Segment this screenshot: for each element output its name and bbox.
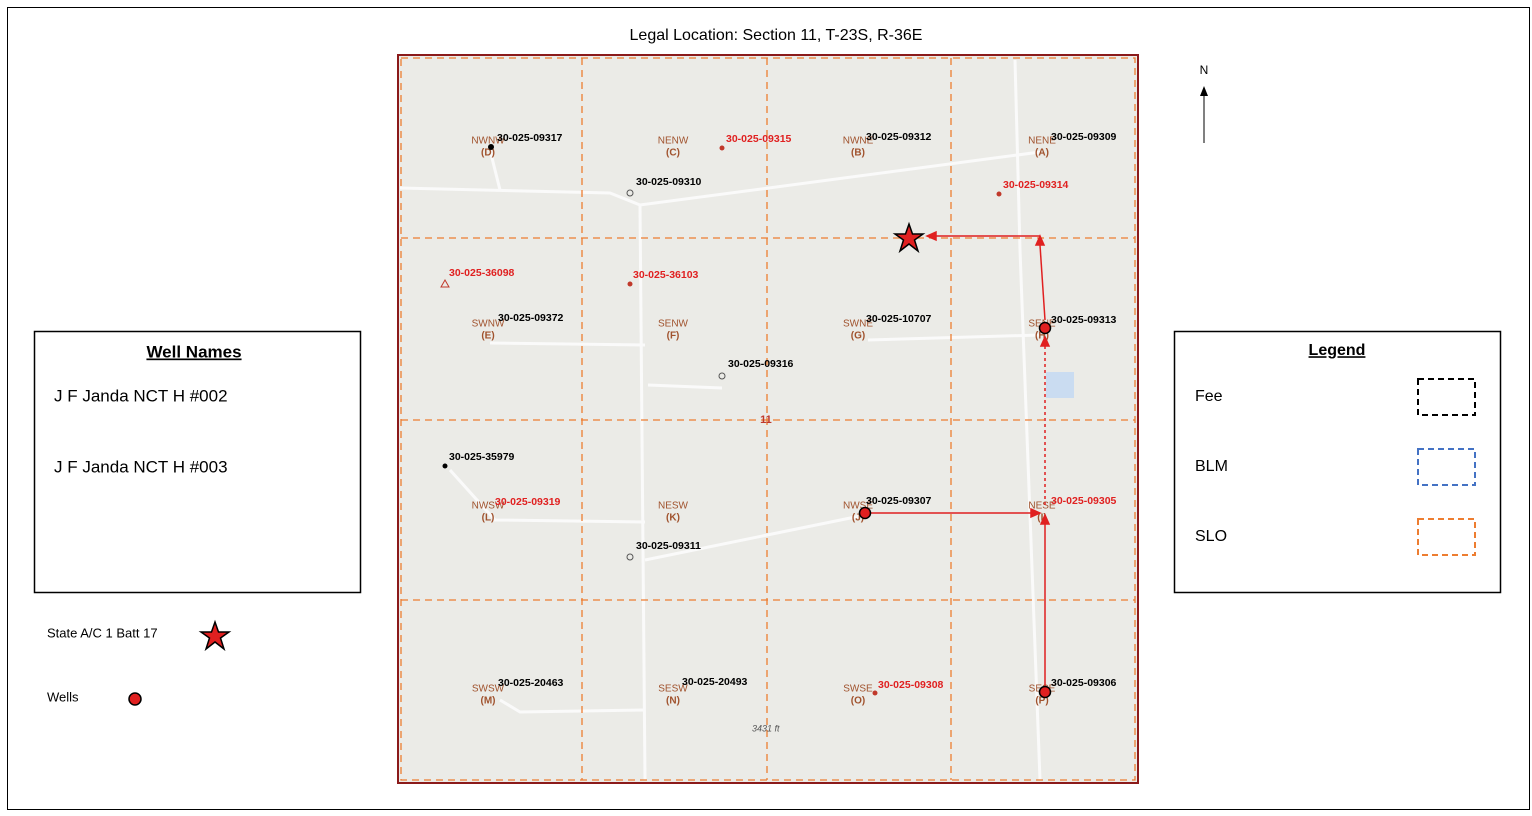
quarter-letter: (O) xyxy=(851,696,865,707)
section-label: 11 xyxy=(760,414,772,426)
well-api: 30-025-09316 xyxy=(728,358,794,370)
well-api: 30-025-09309 xyxy=(1051,131,1117,143)
legend-label: BLM xyxy=(1195,458,1228,475)
well-api: 30-025-09319 xyxy=(495,496,561,508)
well-api: 30-025-09311 xyxy=(636,540,701,552)
well-api: 30-025-20463 xyxy=(498,677,564,689)
quarter-letter: (M) xyxy=(481,696,496,707)
well-api: 30-025-09305 xyxy=(1051,495,1117,507)
well-api: 30-025-09307 xyxy=(866,495,932,507)
title: Legal Location: Section 11, T-23S, R-36E xyxy=(630,27,923,44)
well-api: 30-025-09315 xyxy=(726,133,792,145)
north-label: N xyxy=(1200,63,1209,77)
blm-tract xyxy=(1046,372,1074,398)
well-api: 30-025-09314 xyxy=(1003,179,1069,191)
well-api: 30-025-09372 xyxy=(498,312,564,324)
quarter-letter: (B) xyxy=(851,148,865,159)
quarter-code: SENW xyxy=(658,319,689,330)
wells-label: Wells xyxy=(47,689,79,704)
well-api: 30-025-36103 xyxy=(633,269,699,281)
page: Legal Location: Section 11, T-23S, R-36E… xyxy=(0,0,1532,811)
well-api: 30-025-09317 xyxy=(497,132,563,144)
map: 11 3431 ft NWNW(D)NENW(C)NWNE(B)NENE(A)S… xyxy=(398,55,1138,783)
well-api: 30-025-35979 xyxy=(449,451,515,463)
quarter-letter: (E) xyxy=(481,331,494,342)
quarter-letter: (K) xyxy=(666,513,680,524)
quarter-letter: (A) xyxy=(1035,148,1049,159)
quarter-letter: (C) xyxy=(666,148,680,159)
quarter-letter: (L) xyxy=(482,513,495,524)
quarter-code: NENW xyxy=(658,136,689,147)
legend-label: SLO xyxy=(1195,528,1227,545)
quarter-letter: (G) xyxy=(851,331,865,342)
well-api: 30-025-09310 xyxy=(636,176,702,188)
well-api: 30-025-09308 xyxy=(878,679,944,691)
well-api: 30-025-09312 xyxy=(866,131,932,143)
quarter-letter: (F) xyxy=(667,331,680,342)
legend-label: Fee xyxy=(1195,388,1223,405)
battery-label: State A/C 1 Batt 17 xyxy=(47,625,158,640)
well-api: 30-025-09313 xyxy=(1051,314,1117,326)
well-api: 30-025-36098 xyxy=(449,267,515,279)
quarter-code: NESW xyxy=(658,501,689,512)
well-names-title: Well Names xyxy=(146,342,241,361)
quarter-code: SWSE xyxy=(843,684,873,695)
legend-title: Legend xyxy=(1309,342,1366,359)
elevation: 3431 ft xyxy=(752,723,780,733)
quarter-letter: (N) xyxy=(666,696,680,707)
well-api: 30-025-20493 xyxy=(682,676,748,688)
well-name: J F Janda NCT H #002 xyxy=(54,386,228,405)
well-name: J F Janda NCT H #003 xyxy=(54,457,228,476)
well-api: 30-025-10707 xyxy=(866,313,932,325)
well-api: 30-025-09306 xyxy=(1051,677,1117,689)
well-symbol xyxy=(129,693,141,705)
